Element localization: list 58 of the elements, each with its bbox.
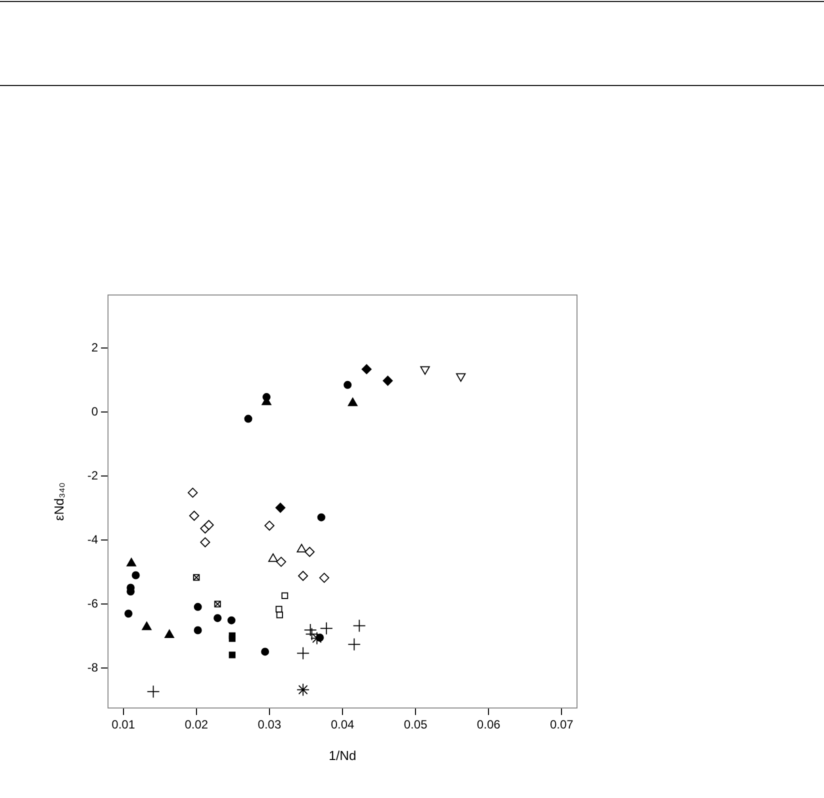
y-tick-label: -6 [87, 596, 98, 610]
y-axis-title: εNd₃₄₀ [51, 482, 66, 521]
point [200, 537, 210, 548]
point [262, 393, 271, 402]
point [214, 614, 222, 622]
y-tick-label: 2 [91, 340, 98, 354]
point [142, 622, 152, 630]
point [296, 683, 310, 696]
point [146, 685, 160, 698]
point [126, 558, 136, 566]
point [124, 610, 132, 618]
point [268, 553, 278, 562]
point [275, 502, 286, 513]
point [382, 376, 393, 386]
point [244, 414, 252, 423]
point [189, 510, 200, 521]
point [316, 634, 324, 642]
point [264, 520, 274, 531]
point [348, 638, 361, 651]
point [352, 619, 366, 632]
point [194, 626, 202, 634]
point [276, 556, 286, 567]
point [298, 570, 308, 581]
point [348, 398, 358, 406]
point [228, 652, 236, 658]
point [456, 373, 466, 382]
point [261, 648, 270, 656]
point [344, 380, 352, 389]
point [276, 612, 284, 618]
x-tick-label: 0.05 [404, 718, 428, 732]
point [362, 364, 372, 374]
point [228, 635, 236, 642]
point [164, 630, 174, 638]
point [188, 488, 198, 498]
point [320, 622, 333, 635]
y-tick-label: -2 [87, 468, 98, 482]
point [194, 602, 202, 611]
point [317, 513, 326, 522]
point [319, 572, 330, 583]
x-tick-label: 0.01 [112, 718, 136, 732]
x-tick-label: 0.07 [550, 718, 574, 732]
x-tick-label: 0.02 [184, 718, 208, 732]
y-tick-label: -4 [87, 532, 98, 546]
point [420, 366, 430, 375]
point [132, 571, 140, 580]
point [227, 616, 236, 624]
x-tick-label: 0.04 [330, 718, 354, 732]
point [296, 544, 306, 552]
point [276, 606, 282, 612]
y-tick-label: -8 [87, 660, 98, 674]
point [304, 546, 315, 557]
point [296, 646, 310, 660]
x-tick-label: 0.06 [476, 718, 501, 732]
x-axis-title: 1/Nd [328, 748, 356, 763]
x-tick-label: 0.03 [258, 718, 282, 732]
point [281, 592, 288, 600]
y-tick-label: 0 [91, 404, 98, 418]
point [204, 520, 214, 530]
